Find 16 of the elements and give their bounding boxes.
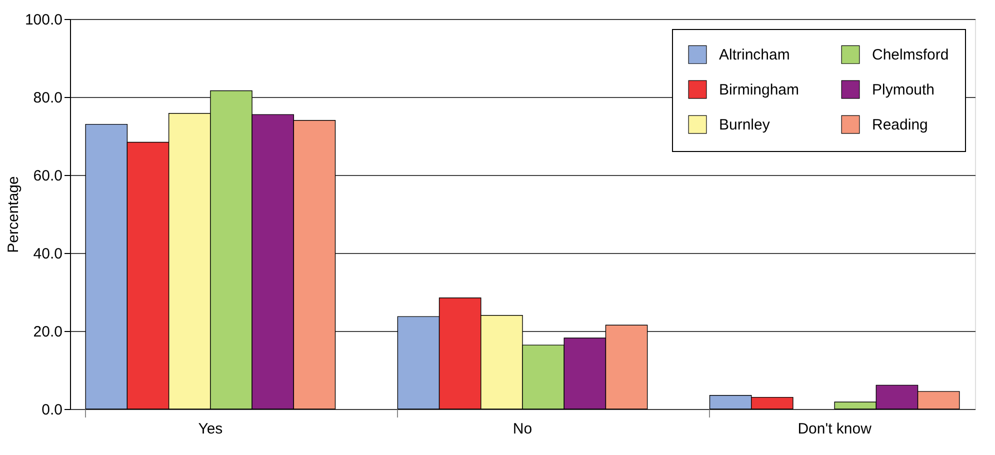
x-tick-label: Don't know — [798, 420, 872, 438]
y-tick-label: 60.0 — [33, 168, 62, 184]
legend-label: Plymouth — [872, 82, 935, 98]
y-tick-label: 0.0 — [42, 402, 62, 418]
legend-label: Chelmsford — [872, 46, 949, 64]
y-tick-label: 80.0 — [33, 90, 62, 106]
legend-label: Reading — [872, 116, 928, 134]
x-tick-label: No — [512, 420, 532, 438]
legend-label: Burnley — [719, 116, 770, 134]
legend-label: Birmingham — [719, 82, 800, 98]
y-tick-label: 20.0 — [33, 324, 62, 340]
y-tick-label: 100.0 — [24, 12, 62, 28]
y-tick-label: 40.0 — [33, 246, 62, 262]
legend-label: Altrincham — [719, 46, 790, 64]
y-axis-title: Percentage — [4, 176, 22, 253]
x-tick-label: Yes — [198, 420, 223, 438]
